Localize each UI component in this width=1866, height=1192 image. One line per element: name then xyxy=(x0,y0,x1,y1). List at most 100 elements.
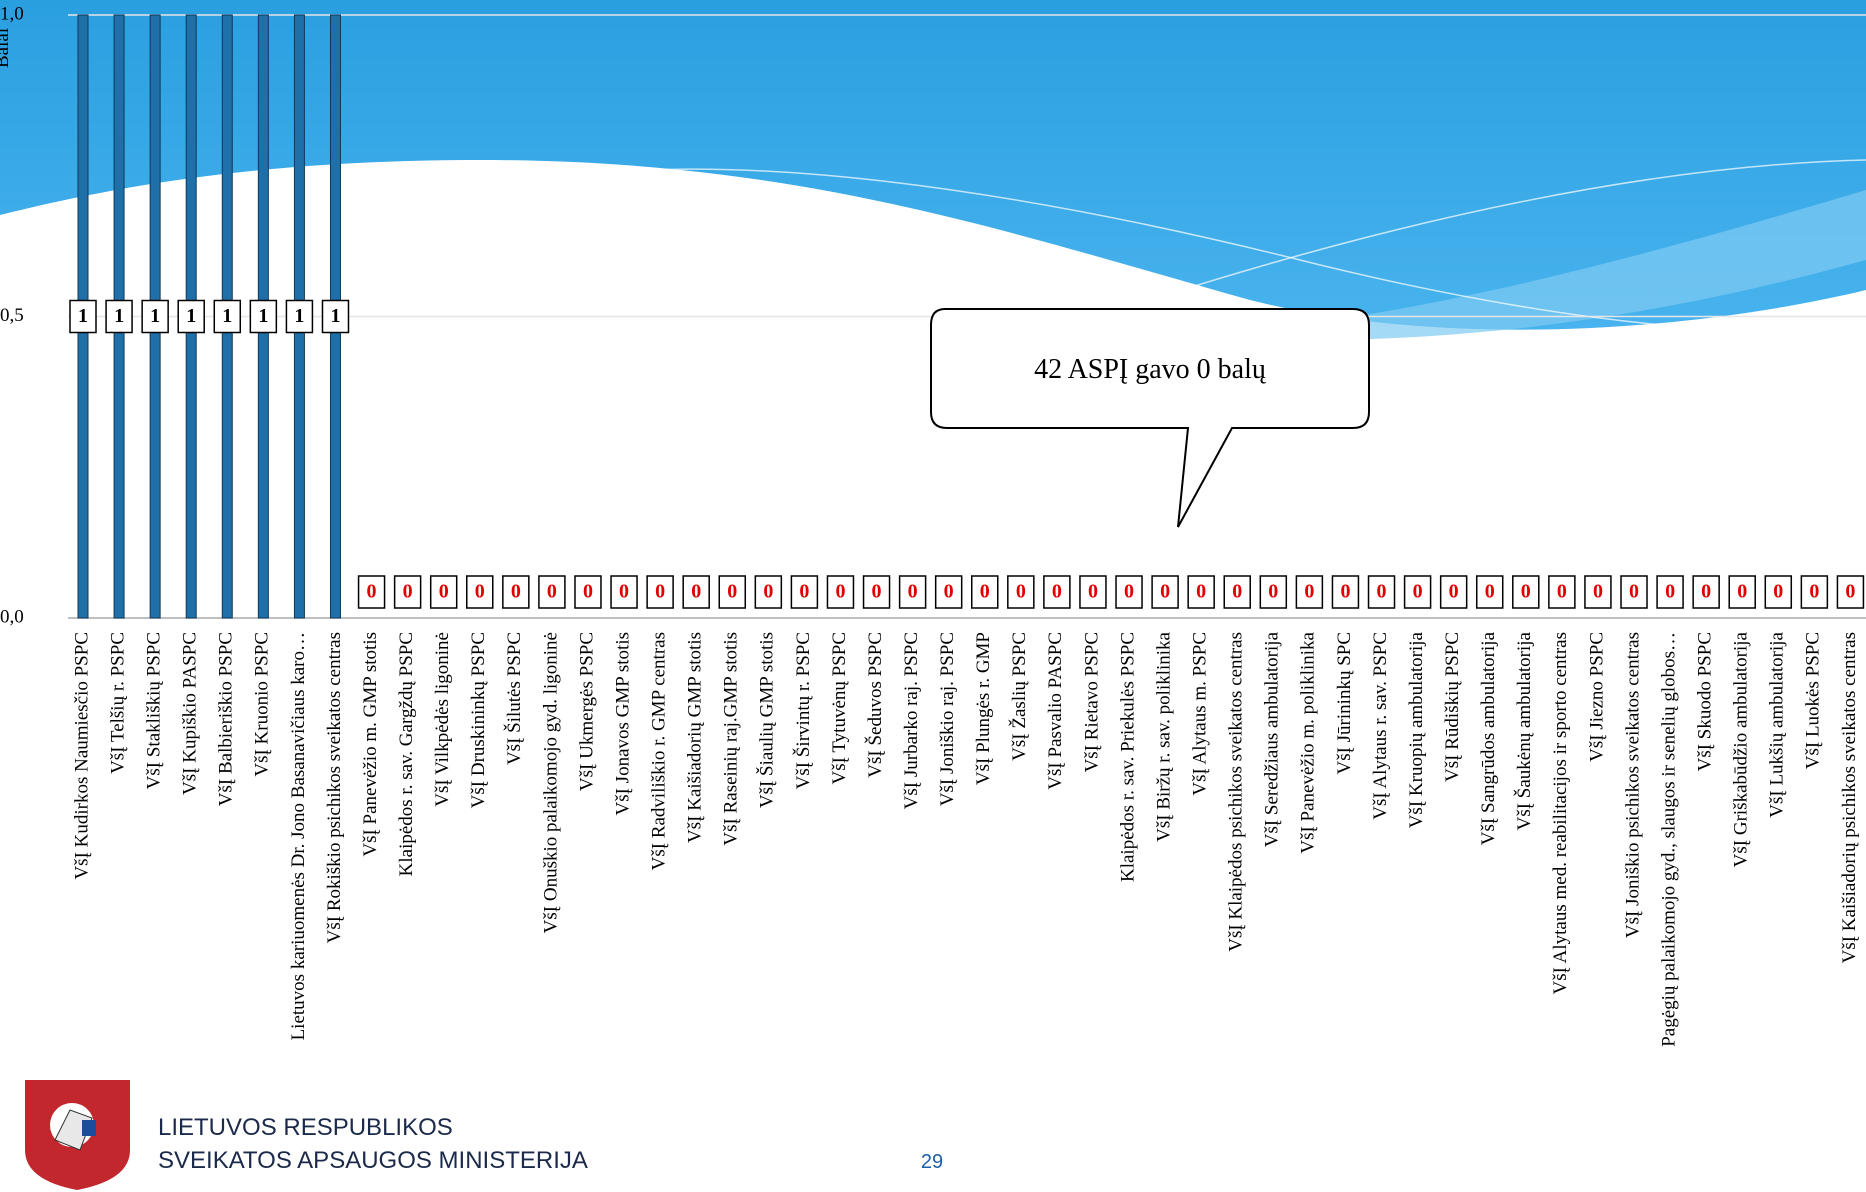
x-tick-label: Klaipėdos r. sav. Gargždų PSPC xyxy=(396,632,417,876)
data-label: 0 xyxy=(1665,581,1675,603)
background-waves xyxy=(0,0,1866,341)
data-label-box xyxy=(1764,575,1793,609)
data-label-box xyxy=(1403,575,1432,609)
data-label-box xyxy=(646,575,674,609)
data-label-box xyxy=(1692,575,1720,609)
x-tick-label: VšĮ Stakliškių PSPC xyxy=(143,632,164,789)
x-tick-label: VšĮ Skuodo PSPC xyxy=(1695,632,1716,771)
x-tick-label: VšĮ Telšių r. PSPC xyxy=(107,632,128,774)
data-label-box xyxy=(718,575,747,609)
data-label: 0 xyxy=(691,581,701,603)
data-label-box xyxy=(682,575,710,609)
x-tick-label: VšĮ Raseinių raj.GMP stotis xyxy=(721,632,742,846)
x-tick-label: VšĮ Tytuvėnų PSPC xyxy=(829,632,850,784)
x-tick-label: VšĮ Druskininkų PSPC xyxy=(468,632,489,808)
x-tick-label: VšĮ Alytaus med. reabilitacijos ir sport… xyxy=(1550,632,1571,995)
data-label-box xyxy=(249,299,278,334)
y-tick-label: 1,0 xyxy=(0,3,24,24)
data-label-box xyxy=(1475,575,1504,609)
x-tick-label: VšĮ Biržų r. sav. poliklinika xyxy=(1153,631,1174,841)
data-label: 0 xyxy=(944,581,954,603)
data-label-box xyxy=(1259,575,1288,609)
data-label-box xyxy=(105,299,133,334)
x-tick-label: VšĮ Šilutės PSPC xyxy=(503,632,525,765)
data-label: 1 xyxy=(330,305,340,327)
data-label: 0 xyxy=(1521,581,1531,603)
data-label-box xyxy=(429,575,458,609)
x-tick-label: VšĮ Jonavos GMP stotis xyxy=(612,632,633,816)
x-tick-label: VšĮ Onuškio palaikomojo gyd. ligoninė xyxy=(540,632,561,933)
x-tick-label: VšĮ Vilkpėdės ligoninė xyxy=(432,632,453,807)
data-label: 0 xyxy=(547,581,557,603)
data-label: 0 xyxy=(439,581,449,603)
data-label: 0 xyxy=(1701,581,1711,603)
data-label: 0 xyxy=(583,581,593,603)
plot: 0,0 0,5 1,0 VšĮ Kudirkos Naumiesčio PSPC 1 Vš… xyxy=(0,3,1866,1047)
data-label-box xyxy=(1295,575,1324,609)
data-label-box xyxy=(934,575,963,609)
x-tick-label: VšĮ Kaišiadorių psichikos sveikatos cent… xyxy=(1839,632,1860,963)
data-label-box xyxy=(1331,575,1360,609)
data-label: 0 xyxy=(1016,581,1026,603)
data-label-box xyxy=(1800,575,1829,609)
data-label: 1 xyxy=(222,305,232,327)
data-label: 1 xyxy=(258,305,268,327)
data-label-box xyxy=(1151,575,1179,609)
data-label-box xyxy=(862,575,891,609)
x-tick-label: VšĮ Radviliškio r. GMP centras xyxy=(648,632,669,870)
data-label: 0 xyxy=(1196,581,1206,603)
data-label: 0 xyxy=(1124,581,1134,603)
x-tick-label: VšĮ Alytaus r. sav. PSPC xyxy=(1370,632,1391,820)
x-tick-label: VšĮ Širvintų r. PSPC xyxy=(792,632,814,789)
data-label: 1 xyxy=(150,305,160,327)
org-name-line1: LIETUVOS RESPUBLIKOS xyxy=(158,1114,453,1141)
data-label: 0 xyxy=(1557,581,1567,603)
x-tick-label: VšĮ Kudirkos Naumiesčio PSPC xyxy=(71,632,92,880)
x-tick-label: VšĮ Jurbarko raj. PSPC xyxy=(901,632,922,809)
y-tick-label: 0,5 xyxy=(0,305,24,326)
data-label: 0 xyxy=(1485,581,1495,603)
data-label: 1 xyxy=(294,305,304,327)
data-label-box xyxy=(321,299,350,334)
data-label: 0 xyxy=(835,581,845,603)
callout-text: 42 ASPĮ gavo 0 balų xyxy=(1034,354,1267,385)
y-tick-label: 0,0 xyxy=(0,606,24,627)
data-label: 1 xyxy=(78,305,88,327)
data-label: 0 xyxy=(1449,581,1459,603)
x-tick-label: VšĮ Joniškio raj. PSPC xyxy=(937,632,958,806)
x-tick-label: Klaipėdos r. sav. Priekulės PSPC xyxy=(1117,632,1138,882)
data-label: 0 xyxy=(367,581,377,603)
data-label-box xyxy=(393,575,422,609)
x-tick-label: VšĮ Šaukėnų ambulatorija xyxy=(1513,631,1535,830)
data-label-box xyxy=(466,575,494,609)
data-label-box xyxy=(754,575,783,609)
x-tick-label: Pagėgių palaikomojo gyd., slaugos ir sen… xyxy=(1658,632,1679,1047)
x-tick-label: VšĮ Kaišiadorių GMP stotis xyxy=(685,632,706,843)
data-label: 1 xyxy=(114,305,124,327)
data-label-box xyxy=(971,575,999,609)
data-label-box xyxy=(1836,575,1865,609)
data-label: 0 xyxy=(1232,581,1242,603)
x-tick-label: VšĮ Alytaus m. PSPC xyxy=(1190,632,1211,796)
x-tick-label: VšĮ Rūdiškių PSPC xyxy=(1442,632,1463,782)
data-label-box xyxy=(898,575,927,609)
logo xyxy=(25,1080,130,1190)
callout: 42 ASPĮ gavo 0 balų xyxy=(930,308,1370,528)
data-label: 1 xyxy=(186,305,196,327)
x-tick-label: VšĮ Klaipėdos psichikos sveikatos centra… xyxy=(1226,632,1247,952)
x-tick-label: VšĮ Seredžiaus ambulatorija xyxy=(1262,631,1283,847)
x-tick-label: VšĮ Kruopių ambulatorija xyxy=(1406,631,1427,828)
data-label-box xyxy=(1728,575,1756,609)
data-label: 0 xyxy=(1629,581,1639,603)
data-label: 0 xyxy=(1088,581,1098,603)
data-label: 0 xyxy=(1268,581,1278,603)
data-label: 0 xyxy=(1737,581,1747,603)
x-tick-label: VšĮ Rokiškio psichikos sveikatos centras xyxy=(324,632,345,943)
data-label: 0 xyxy=(1160,581,1170,603)
x-tick-label: VšĮ Plungės r. GMP xyxy=(973,632,994,785)
y-axis-title: Balai xyxy=(0,28,13,68)
data-label-box xyxy=(1512,575,1540,609)
x-tick-label: VšĮ Sangrūdos ambulatorija xyxy=(1478,631,1499,845)
x-tick-label: VšĮ Ukmergės PSPC xyxy=(576,632,597,791)
